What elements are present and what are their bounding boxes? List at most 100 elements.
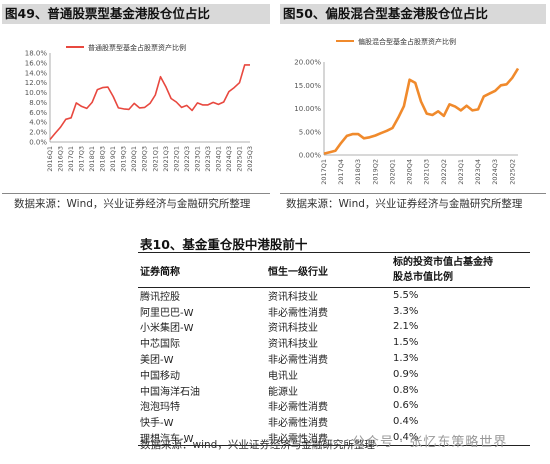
y-tick-label: 14.0%: [25, 69, 48, 77]
right-source-rule: [280, 193, 546, 194]
y-tick-label: 20.00%: [294, 59, 321, 67]
x-tick-label: 2018Q3: [354, 159, 362, 185]
cell-industry: 能源业: [268, 386, 298, 398]
right-figure-title: 图50、偏股混合型基金港股仓位占比: [280, 4, 546, 24]
table-row: 腾讯控股 资讯科技业 5.5%: [138, 288, 530, 304]
y-tick-label: 5.00%: [299, 128, 322, 136]
x-tick-label: 2023Q1: [457, 159, 465, 185]
watermark-text: 公众号 · 张忆东策略世界: [352, 435, 508, 450]
column-header-name: 证券简称: [140, 266, 180, 278]
cell-name: 腾讯控股: [140, 292, 180, 304]
cell-ratio: 0.4%: [393, 431, 419, 443]
y-tick-label: 0.00%: [299, 152, 322, 160]
y-tick-label: 2.0%: [29, 129, 47, 137]
x-tick-label: 2020Q1: [130, 146, 138, 172]
cell-name: 中芯国际: [140, 339, 180, 351]
cell-industry: 资讯科技业: [268, 323, 318, 335]
left-source-note: 数据来源：Wind，兴业证券经济与金融研究所整理: [14, 198, 251, 210]
table-row: 理想汽车-W 非必需性消费 0.4%: [138, 430, 530, 446]
cell-name: 美团-W: [140, 355, 174, 367]
x-tick-label: 2024Q3: [491, 159, 499, 185]
table-row: 阿里巴巴-W 非必需性消费 3.3%: [138, 303, 530, 319]
cell-industry: 非必需性消费: [268, 307, 328, 319]
cell-ratio: 0.8%: [393, 384, 419, 396]
y-tick-label: 0.0%: [29, 139, 47, 147]
left-figure-title: 图49、普通股票型基金港股仓位占比: [2, 4, 270, 24]
right-line-chart: 偏股混合型基金占股票资产比例 0.00% 5.00% 10.00% 15.00% 20.0…: [294, 37, 520, 185]
cell-ratio: 0.9%: [393, 368, 419, 380]
x-tick-label: 2025Q2: [508, 159, 516, 185]
cell-ratio: 1.3%: [393, 353, 419, 365]
cell-ratio: 5.5%: [393, 290, 419, 302]
table-title: 表10、基金重仓股中港股前十: [140, 237, 308, 252]
x-tick-label: 2020Q3: [141, 146, 149, 172]
table-source-note: 数据来源：wind，兴业证券经济与金融研究所整理: [140, 439, 375, 451]
x-tick-label: 2018Q1: [88, 146, 96, 172]
table-row: 小米集团-W 资讯科技业 2.1%: [138, 319, 530, 335]
x-tick-label: 2016Q1: [46, 146, 54, 172]
x-tick-label: 2018Q3: [99, 146, 107, 172]
y-tick-label: 6.0%: [29, 109, 47, 117]
cell-industry: 非必需性消费: [268, 418, 328, 430]
column-header-industry: 恒生一级行业: [268, 266, 328, 278]
x-tick-label: 2016Q3: [57, 146, 65, 172]
left-line-chart: 普通股票型基金占股票资产比例 0.0% 2.0% 4.0% 6.0% 8.0% 10.0% 1…: [25, 43, 254, 172]
table-row: 中国海洋石油 能源业 0.8%: [138, 382, 530, 398]
x-tick-label: 2019Q2: [371, 159, 379, 185]
left-source-rule: [2, 193, 270, 194]
x-tick-label: 2017Q1: [320, 159, 328, 185]
y-tick-label: 16.0%: [25, 59, 48, 67]
cell-name: 理想汽车-W: [140, 433, 194, 445]
x-tick-label: 2022Q3: [183, 146, 191, 172]
y-tick-label: 8.0%: [29, 99, 47, 107]
cell-name: 快手-W: [140, 418, 174, 430]
x-tick-label: 2024Q3: [225, 146, 233, 172]
table-row: 中芯国际 资讯科技业 1.5%: [138, 335, 530, 351]
y-tick-label: 18.0%: [25, 50, 48, 58]
x-tick-label: 2019Q3: [120, 146, 128, 172]
y-tick-label: 15.00%: [294, 82, 321, 90]
cell-industry: 非必需性消费: [268, 355, 328, 367]
cell-name: 泡泡玛特: [140, 402, 180, 414]
x-tick-label: 2025Q1: [235, 146, 243, 172]
x-tick-label: 2017Q3: [78, 146, 86, 172]
y-tick-label: 10.00%: [294, 105, 321, 113]
table-row: 泡泡玛特 非必需性消费 0.6%: [138, 398, 530, 414]
right-source-note: 数据来源：Wind，兴业证券经济与金融研究所整理: [286, 198, 523, 210]
cell-industry: 资讯科技业: [268, 339, 318, 351]
y-tick-label: 10.0%: [25, 89, 48, 97]
x-tick-label: 2023Q4: [474, 159, 482, 185]
cell-industry: 非必需性消费: [268, 433, 328, 445]
cell-name: 中国海洋石油: [140, 386, 200, 398]
x-tick-label: 2017Q4: [337, 159, 345, 185]
table-row: 中国移动 电讯业 0.9%: [138, 366, 530, 382]
x-tick-label: 2023Q3: [204, 146, 212, 172]
x-tick-label: 2020Q1: [388, 159, 396, 185]
cell-ratio: 1.5%: [393, 337, 419, 349]
cell-ratio: 0.6%: [393, 400, 419, 412]
x-tick-label: 2021Q3: [423, 159, 431, 185]
x-tick-label: 2020Q4: [406, 159, 414, 185]
cell-industry: 电讯业: [268, 370, 298, 382]
legend-label: 普通股票型基金占股票资产比例: [88, 43, 186, 52]
cell-name: 小米集团-W: [140, 323, 194, 335]
x-tick-label: 2017Q1: [67, 146, 75, 172]
y-tick-label: 4.0%: [29, 119, 47, 127]
x-tick-label: 2021Q3: [162, 146, 170, 172]
series-line: [323, 67, 520, 155]
table-row: 快手-W 非必需性消费 0.4%: [138, 414, 530, 430]
legend-label: 偏股混合型基金占股票资产比例: [358, 37, 456, 46]
column-header-ratio: 标的投资市值占基金持股总市值比例: [393, 257, 493, 283]
cell-name: 阿里巴巴-W: [140, 307, 194, 319]
cell-ratio: 3.3%: [393, 305, 419, 317]
x-tick-label: 2022Q1: [172, 146, 180, 172]
x-tick-label: 2019Q1: [109, 146, 117, 172]
series-line: [49, 64, 250, 141]
y-tick-label: 12.0%: [25, 79, 48, 87]
x-tick-label: 2021Q1: [151, 146, 159, 172]
cell-industry: 非必需性消费: [268, 402, 328, 414]
x-tick-label: 2023Q1: [193, 146, 201, 172]
table-header-row: 证券简称 恒生一级行业 标的投资市值占基金持股总市值比例: [138, 252, 530, 288]
cell-ratio: 0.4%: [393, 416, 419, 428]
cell-name: 中国移动: [140, 370, 180, 382]
